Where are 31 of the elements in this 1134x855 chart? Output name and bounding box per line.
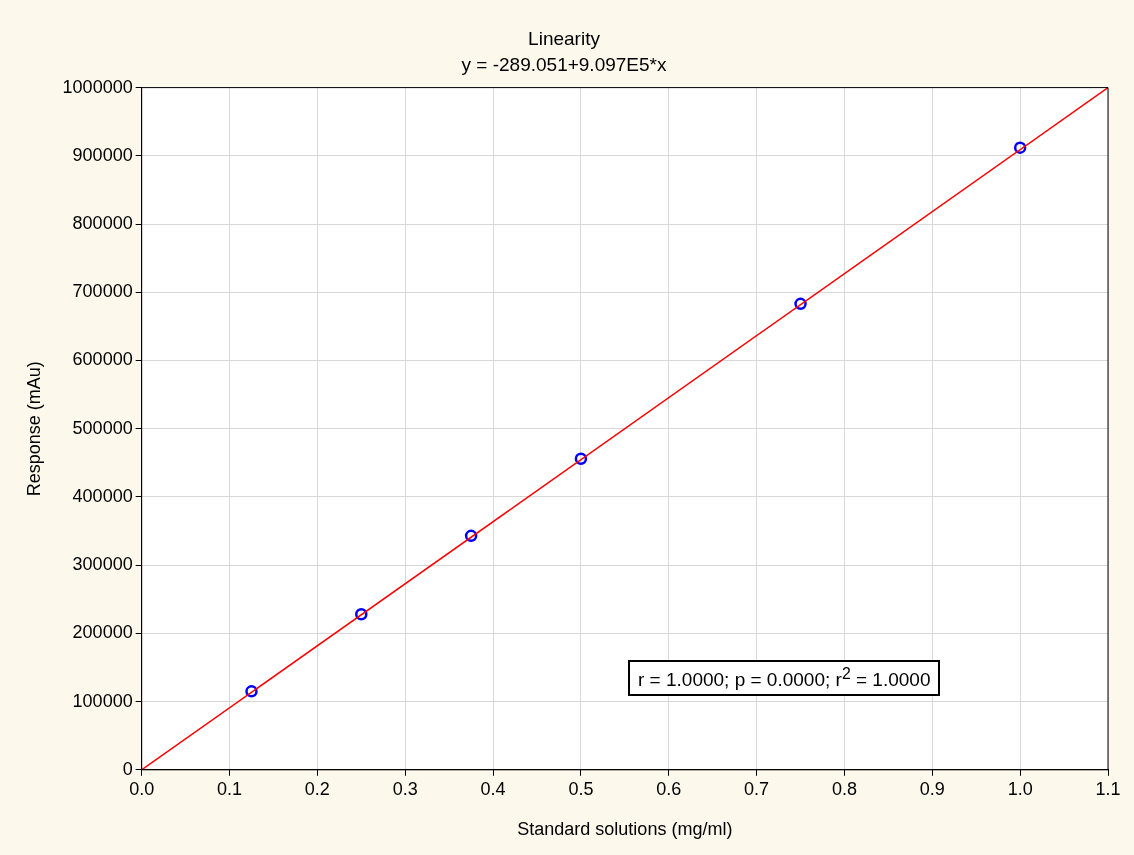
- y-tick-label: 300000: [72, 554, 133, 575]
- x-tick-label: 0.0: [129, 778, 155, 799]
- x-tick-label: 0.5: [568, 778, 594, 799]
- y-tick-label: 100000: [72, 690, 133, 711]
- x-tick-label: 0.3: [392, 778, 418, 799]
- y-tick-label: 800000: [72, 213, 133, 234]
- y-axis-title: Response (mAu): [23, 361, 44, 497]
- y-tick-label: 0: [122, 758, 133, 779]
- x-tick-label: 0.7: [744, 778, 770, 799]
- x-tick-label: 0.6: [656, 778, 682, 799]
- x-tick-label: 1.0: [1007, 778, 1033, 799]
- y-tick-label: 1000000: [62, 76, 133, 97]
- point: [794, 297, 807, 311]
- y-tick-label: 400000: [72, 485, 133, 506]
- y-tick-label: 200000: [72, 622, 133, 643]
- y-tick-label: 900000: [72, 144, 133, 165]
- x-tick-label: 1.1: [1095, 778, 1121, 799]
- x-axis-title: Standard solutions (mg/ml): [517, 819, 733, 840]
- x-tick-label: 0.9: [919, 778, 945, 799]
- x-tick-label: 0.1: [217, 778, 243, 799]
- x-tick-label: 0.2: [304, 778, 330, 799]
- y-tick-label: 500000: [72, 417, 133, 438]
- y-tick-label: 700000: [72, 281, 133, 302]
- chart-title: Linearity: [528, 27, 601, 49]
- point: [574, 452, 588, 465]
- x-tick-label: 0.8: [831, 778, 857, 799]
- y-tick-label: 600000: [72, 349, 133, 370]
- annotation: r = 1.0000; p = 0.0000; r$^{2}$ = 1.0000: [628, 660, 941, 697]
- chart-subtitle: y = -289.051+9.097E5*x: [461, 54, 667, 76]
- x-tick-label: 0.4: [480, 778, 506, 799]
- point: [245, 685, 258, 698]
